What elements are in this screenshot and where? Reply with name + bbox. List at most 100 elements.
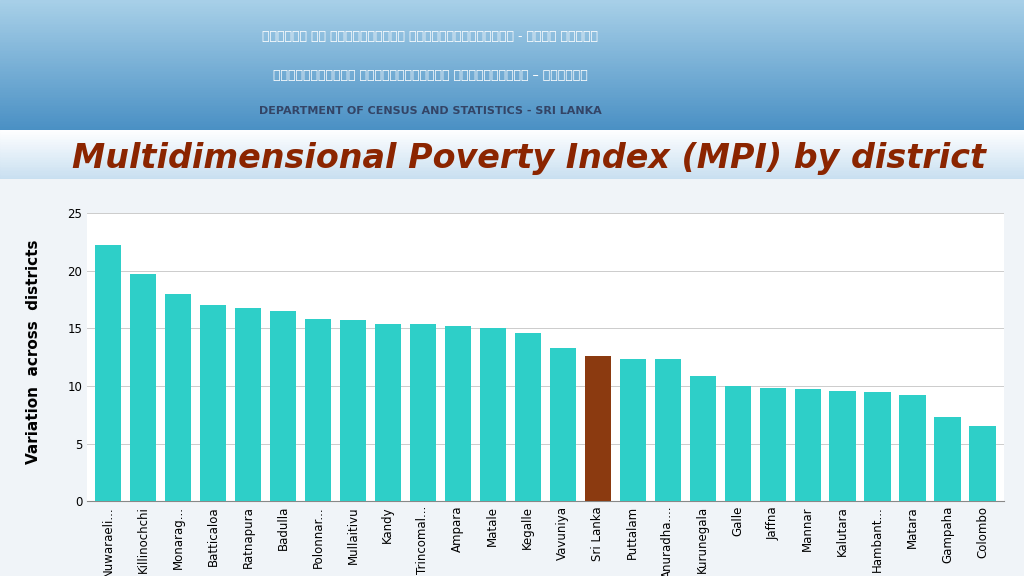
Bar xyxy=(0,136,1024,138)
Bar xyxy=(0,52,1024,54)
Bar xyxy=(725,386,751,501)
Bar xyxy=(935,417,961,501)
Bar xyxy=(0,13,1024,14)
Bar xyxy=(0,8,1024,10)
Text: தொகைமதிப்பு புள்ளிவிபரத் திணைக்களம் – இலங்கை: தொகைமதிப்பு புள்ளிவிபரத் திணைக்களம் – இல… xyxy=(272,69,588,82)
Bar xyxy=(0,74,1024,76)
Bar xyxy=(0,102,1024,104)
Bar xyxy=(0,81,1024,82)
Bar xyxy=(234,308,261,501)
Bar xyxy=(0,110,1024,112)
Bar xyxy=(0,165,1024,167)
Bar xyxy=(0,12,1024,13)
Bar xyxy=(620,359,646,501)
Bar xyxy=(0,115,1024,116)
Bar xyxy=(0,31,1024,32)
Bar xyxy=(0,154,1024,156)
Bar xyxy=(0,48,1024,50)
Bar xyxy=(970,426,995,501)
Bar xyxy=(0,28,1024,29)
Bar xyxy=(0,141,1024,143)
Bar xyxy=(0,105,1024,107)
Bar xyxy=(0,22,1024,24)
Bar xyxy=(0,46,1024,47)
Bar xyxy=(0,96,1024,97)
Bar xyxy=(585,356,611,501)
Bar xyxy=(0,16,1024,18)
Bar xyxy=(0,99,1024,100)
Bar xyxy=(0,5,1024,6)
Bar xyxy=(0,135,1024,136)
Bar xyxy=(0,26,1024,28)
Bar xyxy=(0,104,1024,105)
Bar xyxy=(0,47,1024,48)
Bar xyxy=(0,90,1024,92)
Text: Multidimensional Poverty Index (MPI) by district: Multidimensional Poverty Index (MPI) by … xyxy=(72,142,986,175)
Bar xyxy=(0,24,1024,26)
Bar xyxy=(0,94,1024,96)
Text: DEPARTMENT OF CENSUS AND STATISTICS - SRI LANKA: DEPARTMENT OF CENSUS AND STATISTICS - SR… xyxy=(259,107,601,116)
Bar xyxy=(0,107,1024,108)
Bar xyxy=(0,89,1024,90)
Bar xyxy=(0,18,1024,20)
Bar xyxy=(0,10,1024,12)
Bar xyxy=(0,68,1024,70)
Bar xyxy=(0,50,1024,52)
Bar xyxy=(0,156,1024,157)
Bar xyxy=(0,147,1024,149)
Bar xyxy=(0,6,1024,8)
Bar xyxy=(0,20,1024,21)
Bar xyxy=(0,112,1024,113)
Bar xyxy=(829,391,856,501)
Bar xyxy=(410,324,436,501)
Bar xyxy=(130,274,156,501)
Bar xyxy=(0,88,1024,89)
Bar xyxy=(0,157,1024,159)
Bar xyxy=(0,34,1024,36)
Bar xyxy=(0,108,1024,110)
Bar xyxy=(0,73,1024,74)
Bar xyxy=(340,320,366,501)
Bar xyxy=(95,245,121,501)
Bar xyxy=(0,149,1024,151)
Bar xyxy=(0,139,1024,141)
Text: Variation  across  districts: Variation across districts xyxy=(26,239,41,464)
Bar xyxy=(0,65,1024,66)
Bar xyxy=(0,167,1024,169)
Bar xyxy=(269,311,296,501)
Bar xyxy=(0,145,1024,146)
Bar xyxy=(0,82,1024,84)
Bar xyxy=(864,392,891,501)
Bar xyxy=(0,174,1024,175)
Bar xyxy=(0,130,1024,131)
Bar xyxy=(795,389,821,501)
Bar xyxy=(689,376,716,501)
Bar xyxy=(0,3,1024,5)
Bar xyxy=(550,348,575,501)
Bar xyxy=(0,40,1024,42)
Bar xyxy=(515,333,541,501)
Bar xyxy=(0,36,1024,37)
Bar xyxy=(165,294,191,501)
Bar xyxy=(0,42,1024,44)
Bar xyxy=(0,175,1024,177)
Bar xyxy=(0,162,1024,164)
Bar xyxy=(479,328,506,501)
Bar xyxy=(0,29,1024,31)
Bar xyxy=(200,305,226,501)
Bar xyxy=(0,122,1024,123)
Bar xyxy=(0,131,1024,133)
Bar xyxy=(0,78,1024,79)
Bar xyxy=(0,2,1024,3)
Bar xyxy=(0,86,1024,88)
Bar xyxy=(760,388,785,501)
Bar xyxy=(0,79,1024,81)
Bar xyxy=(0,54,1024,55)
Bar xyxy=(0,66,1024,68)
Bar xyxy=(0,76,1024,78)
Bar xyxy=(0,161,1024,162)
Bar xyxy=(305,319,331,501)
Bar xyxy=(0,169,1024,170)
Bar xyxy=(0,125,1024,126)
Bar xyxy=(654,359,681,501)
